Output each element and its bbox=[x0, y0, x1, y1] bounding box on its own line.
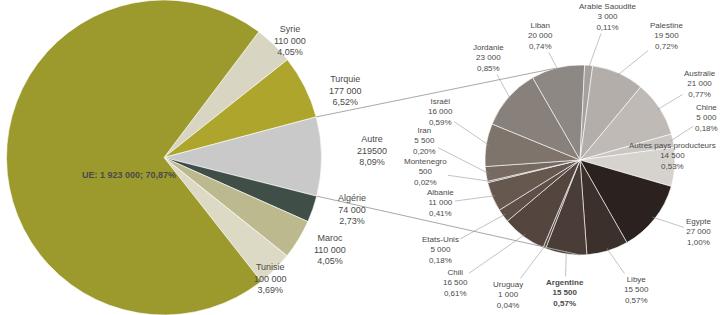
svg-text:Algérie74 0002,73%: Algérie74 0002,73% bbox=[338, 193, 366, 226]
svg-text:Montenegro5000,02%: Montenegro5000,02% bbox=[404, 157, 447, 187]
svg-text:Uruguay1 0000,04%: Uruguay1 0000,04% bbox=[493, 280, 523, 310]
svg-text:Palestine19 5000,72%: Palestine19 5000,72% bbox=[650, 21, 683, 51]
svg-text:Egypte27 0001,00%: Egypte27 0001,00% bbox=[686, 217, 711, 247]
svg-text:Etats-Unis5 0000,18%: Etats-Unis5 0000,18% bbox=[422, 235, 459, 265]
svg-text:Iran5 5000,20%: Iran5 5000,20% bbox=[413, 126, 436, 156]
svg-text:Maroc110 0004,05%: Maroc110 0004,05% bbox=[314, 233, 346, 266]
svg-text:Libye15 5000,57%: Libye15 5000,57% bbox=[624, 275, 649, 305]
svg-text:Autre2195008,09%: Autre2195008,09% bbox=[357, 134, 387, 167]
svg-text:Chili16 5000,61%: Chili16 5000,61% bbox=[443, 268, 468, 298]
svg-text:Australie21 0000,77%: Australie21 0000,77% bbox=[684, 69, 716, 99]
svg-text:Tunisie100 0003,69%: Tunisie100 0003,69% bbox=[254, 262, 287, 295]
svg-text:Chine5 0000,18%: Chine5 0000,18% bbox=[695, 103, 718, 133]
svg-text:Israël16 0000,59%: Israël16 0000,59% bbox=[428, 97, 453, 127]
svg-text:Argentine15 5000,57%: Argentine15 5000,57% bbox=[546, 278, 584, 308]
svg-text:Albanie11 0000,41%: Albanie11 0000,41% bbox=[427, 188, 454, 218]
svg-text:Liban20 0000,74%: Liban20 0000,74% bbox=[528, 21, 553, 51]
svg-text:Syrie110 0004,05%: Syrie110 0004,05% bbox=[274, 24, 306, 57]
svg-text:Autres pays producteurs14 5000: Autres pays producteurs14 5000,53% bbox=[629, 141, 716, 171]
svg-text:Jordanie23 0000,85%: Jordanie23 0000,85% bbox=[473, 43, 504, 73]
svg-text:Turquie177 0006,52%: Turquie177 0006,52% bbox=[329, 74, 362, 107]
svg-text:Arabie Saoudite3 0000,11%: Arabie Saoudite3 0000,11% bbox=[579, 2, 636, 32]
svg-text:UE: 1 923 000; 70,87%: UE: 1 923 000; 70,87% bbox=[82, 170, 176, 180]
